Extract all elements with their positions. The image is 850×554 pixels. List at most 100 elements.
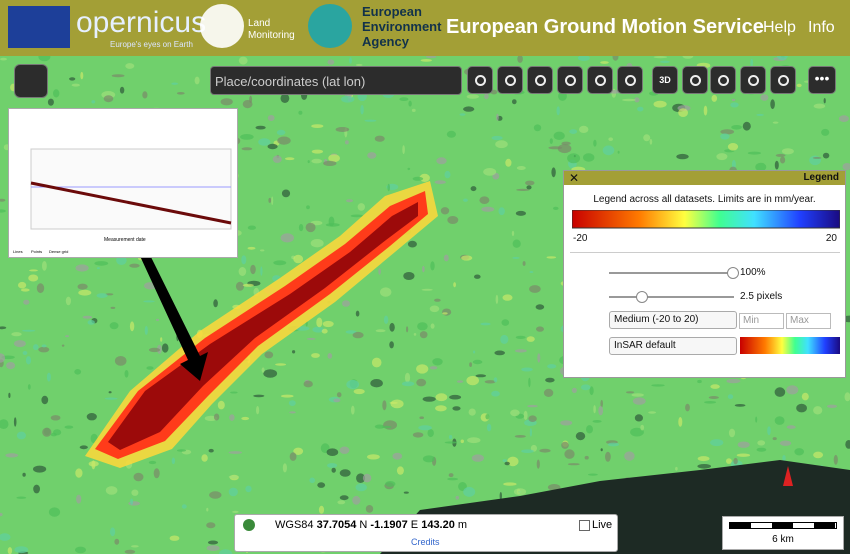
speckle-dot [38,346,50,353]
info-link[interactable]: Info [808,19,835,36]
speckle-dot [261,367,265,373]
inset-option: Points [31,249,43,254]
tool-button[interactable] [617,66,643,94]
speckle-dot [209,491,222,499]
speckle-dot [727,394,734,400]
help-link[interactable]: Help [763,19,796,36]
speckle-dot [605,451,611,462]
speckle-dot [422,396,436,402]
opacity-knob[interactable] [727,267,739,279]
speckle-dot [444,441,458,444]
range-select[interactable]: Medium (-20 to 20) [609,311,737,329]
tool-button[interactable] [557,66,583,94]
speckle-dot [586,425,593,434]
credits-link[interactable]: Credits [411,537,440,547]
speckle-dot [303,380,313,388]
speckle-dot [515,210,527,216]
speckle-dot [114,538,120,545]
speckle-dot [86,413,97,421]
speckle-dot [131,489,139,496]
speckle-dot [634,414,644,422]
speckle-dot [813,406,823,415]
speckle-dot [430,261,435,271]
speckle-dot [457,380,464,383]
speckle-dot [14,546,29,554]
speckle-dot [697,456,710,462]
search-box[interactable]: Place/coordinates (lat lon) [210,66,462,95]
tool-button[interactable] [740,66,766,94]
speckle-dot [318,505,325,514]
palette-select[interactable]: InSAR default [609,337,737,355]
speckle-dot [579,125,589,133]
speckle-dot [76,494,82,504]
tool-button[interactable] [710,66,736,94]
tool-button[interactable] [497,66,523,94]
speckle-dot [176,449,187,452]
speckle-dot [292,350,296,354]
speckle-dot [823,98,826,104]
tool-button[interactable] [770,66,796,94]
inset-chart [30,148,232,230]
speckle-dot [125,63,135,69]
tool-button[interactable] [587,66,613,94]
speckle-dot [309,477,316,484]
tool-button[interactable] [682,66,708,94]
speckle-dot [412,432,424,438]
live-checkbox[interactable] [579,520,590,531]
tool-button[interactable] [467,66,493,94]
speckle-dot [466,94,479,99]
speckle-dot [337,500,346,505]
opacity-slider[interactable] [609,272,734,274]
speckle-dot [75,468,83,478]
speckle-dot [592,420,602,423]
speckle-dot [537,353,541,363]
speckle-dot [459,113,466,116]
lat: 37.7054 [316,519,357,531]
min-input[interactable]: Min [739,313,784,329]
speckle-dot [305,222,316,233]
speckle-dot [27,384,31,390]
speckle-dot [561,441,569,449]
speckle-dot [47,98,54,106]
max-input[interactable]: Max [786,313,831,329]
speckle-dot [365,505,374,513]
speckle-dot [553,131,565,140]
speckle-dot [268,197,272,203]
speckle-dot [425,56,437,59]
speckle-dot [514,349,527,353]
more-button[interactable]: ••• [808,66,836,94]
legend-close[interactable]: ✕ [569,171,580,185]
speckle-dot [821,128,830,136]
speckle-dot [535,304,545,310]
speckle-dot [731,98,736,102]
speckle-dot [589,386,594,396]
speckle-dot [727,143,739,151]
speckle-dot [351,405,355,415]
speckle-dot [111,74,125,78]
speckle-dot [78,289,92,296]
speckle-dot [333,398,341,403]
speckle-dot [336,392,342,398]
speckle-dot [390,399,404,409]
tool-button[interactable] [527,66,553,94]
speckle-dot [0,533,11,541]
speckle-dot [430,323,435,329]
speckle-dot [607,442,620,447]
size-slider[interactable] [609,296,734,298]
location-icon[interactable] [243,519,255,531]
speckle-dot [96,267,100,270]
speckle-dot [404,372,411,383]
palette-preview [740,337,840,354]
speckle-dot [710,384,720,389]
menu-button[interactable] [14,64,48,98]
speckle-dot [328,154,340,163]
3d-button[interactable]: 3D [652,66,678,94]
speckle-dot [345,330,357,334]
speckle-dot [82,315,93,319]
speckle-dot [310,239,324,248]
speckle-dot [786,385,799,395]
speckle-dot [653,56,668,59]
speckle-dot [13,417,17,427]
size-knob[interactable] [636,291,648,303]
speckle-dot [733,457,738,465]
